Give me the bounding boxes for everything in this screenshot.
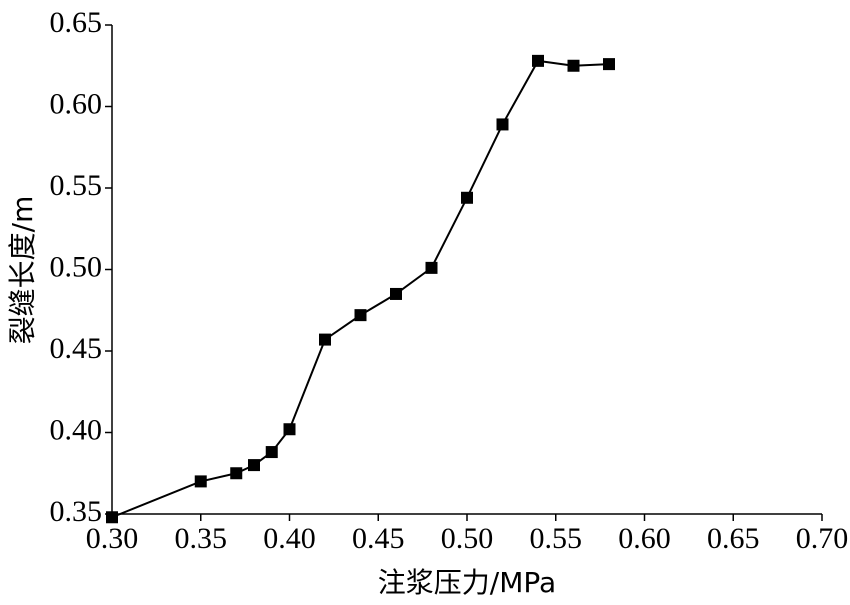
marker [354,309,367,322]
marker [265,446,278,459]
y-tick-label: 0.45 [50,332,103,365]
x-tick-label: 0.30 [86,522,139,555]
x-tick-label: 0.55 [530,522,583,555]
marker [567,59,580,72]
marker [248,459,260,472]
x-tick-label: 0.45 [352,522,405,555]
marker [230,467,243,480]
x-tick-label: 0.60 [618,522,671,555]
marker [461,191,473,204]
y-axis-title: 裂缝长度/m [6,196,39,345]
marker [532,54,544,67]
y-tick-label: 0.35 [50,495,103,528]
marker [194,475,207,488]
y-tick-label: 0.40 [50,413,103,446]
x-tick-label: 0.50 [441,522,494,555]
marker [603,58,615,71]
marker [496,118,509,131]
marker [425,261,438,274]
marker [283,423,296,436]
y-tick-label: 0.50 [50,250,103,283]
marker [390,287,402,300]
y-tick-label: 0.65 [50,6,103,39]
y-tick-label: 0.55 [50,169,103,202]
x-tick-label: 0.40 [263,522,316,555]
x-tick-label: 0.70 [796,522,849,555]
marker [106,511,118,524]
y-tick-label: 0.60 [50,87,103,120]
x-axis-title: 注浆压力/MPa [378,566,556,599]
x-tick-label: 0.65 [707,522,760,555]
x-tick-label: 0.35 [175,522,228,555]
data-line [111,59,610,519]
marker [319,333,331,346]
